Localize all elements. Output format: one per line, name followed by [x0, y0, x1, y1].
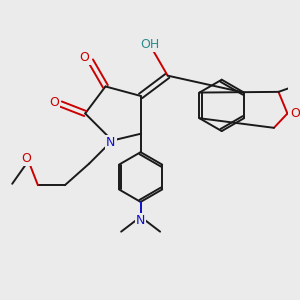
Text: N: N	[106, 136, 116, 149]
Text: O: O	[21, 152, 31, 165]
Text: O: O	[290, 107, 300, 120]
Text: O: O	[49, 96, 59, 109]
Text: OH: OH	[140, 38, 160, 51]
Text: N: N	[136, 214, 145, 226]
Text: O: O	[80, 51, 90, 64]
